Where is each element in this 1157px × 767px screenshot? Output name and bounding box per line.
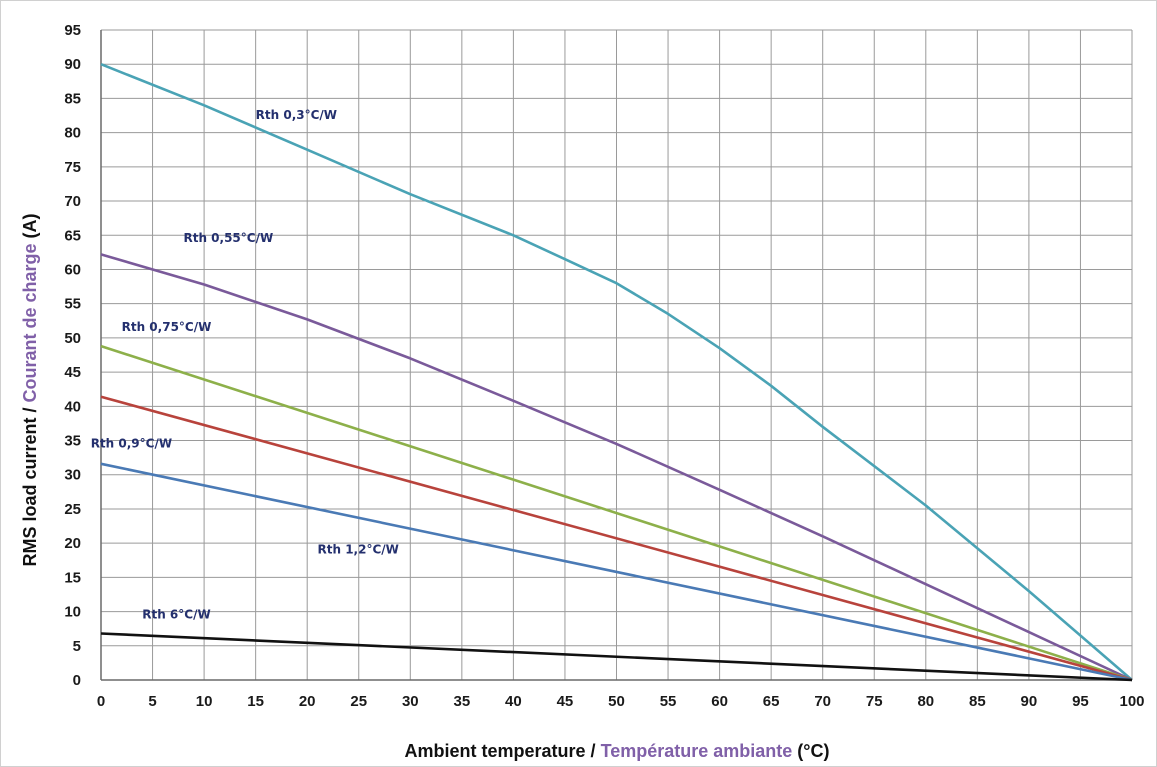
y-tick-label: 45 [64,364,81,381]
y-tick-label: 65 [64,227,81,244]
series-layer [100,62,1133,682]
x-axis-title: Ambient temperature / Température ambian… [405,741,830,761]
x-tick-label: 30 [402,693,419,710]
x-axis-title-en: Ambient temperature / [405,741,601,761]
y-tick-label: 0 [73,672,81,689]
x-tick-label: 65 [763,693,780,710]
series-line [100,395,1133,682]
x-tick-label: 50 [608,693,625,710]
x-tick-label: 25 [350,693,367,710]
series-line [100,462,1133,682]
x-tick-label: 10 [196,693,213,710]
y-tick-label: 40 [64,398,81,415]
x-tick-label: 95 [1072,693,1089,710]
x-tick-label: 75 [866,693,883,710]
series-label: Rth 6°C/W [142,607,210,621]
y-axis-title: RMS load current / Courant de charge (A) [20,213,40,566]
x-tick-label: 0 [97,693,105,710]
x-tick-labels: 0 5 10 15 20 25 30 35 40 45 50 55 60 65 70 75 80 85 90 95 10… [97,693,1145,710]
y-tick-label: 85 [64,90,81,107]
x-tick-label: 35 [454,693,471,710]
y-tick-label: 60 [64,261,81,278]
series-label: Rth 1,2°C/W [318,542,399,556]
y-tick-label: 75 [64,159,81,176]
y-axis-title-unit: (A) [20,213,40,243]
series-label: Rth 0,9°C/W [91,436,172,450]
x-tick-label: 80 [917,693,934,710]
y-tick-label: 70 [64,193,81,210]
x-tick-label: 90 [1021,693,1038,710]
x-tick-label: 70 [814,693,831,710]
y-tick-labels: 0 5 10 15 20 25 30 35 40 45 50 55 60 65 70 75 80 85 90 95 [64,22,81,689]
y-tick-label: 90 [64,56,81,73]
series-line [100,344,1133,682]
gridlines [100,29,1133,681]
y-tick-label: 10 [64,604,81,621]
x-axis-title-fr: Température ambiante [601,741,793,761]
series-line [100,632,1133,682]
y-tick-label: 55 [64,296,81,313]
x-tick-label: 85 [969,693,986,710]
x-tick-label: 15 [247,693,264,710]
series-line [100,253,1133,682]
y-tick-label: 20 [64,535,81,552]
series-labels: Rth 0,3°C/W Rth 0,55°C/W Rth 0,75°C/W Rth 0… [91,108,399,621]
y-tick-label: 30 [64,467,81,484]
x-tick-label: 55 [660,693,677,710]
x-tick-label: 5 [148,693,156,710]
y-axis-title-fr: Courant de charge [20,243,40,402]
y-tick-label: 80 [64,125,81,142]
x-tick-label: 20 [299,693,316,710]
y-tick-label: 25 [64,501,81,518]
series-label: Rth 0,75°C/W [122,320,212,334]
series-label: Rth 0,3°C/W [256,108,337,122]
series-line [100,62,1133,681]
y-tick-label: 50 [64,330,81,347]
x-axis-title-unit: (°C) [792,741,829,761]
x-tick-label: 60 [711,693,728,710]
x-tick-label: 40 [505,693,522,710]
y-tick-label: 15 [64,569,81,586]
y-tick-label: 5 [73,638,81,655]
series-label: Rth 0,55°C/W [183,231,273,245]
y-axis-title-en: RMS load current / [20,403,40,567]
y-tick-label: 95 [64,22,81,39]
x-tick-label: 45 [557,693,574,710]
x-tick-label: 100 [1119,693,1144,710]
y-tick-label: 35 [64,433,81,450]
